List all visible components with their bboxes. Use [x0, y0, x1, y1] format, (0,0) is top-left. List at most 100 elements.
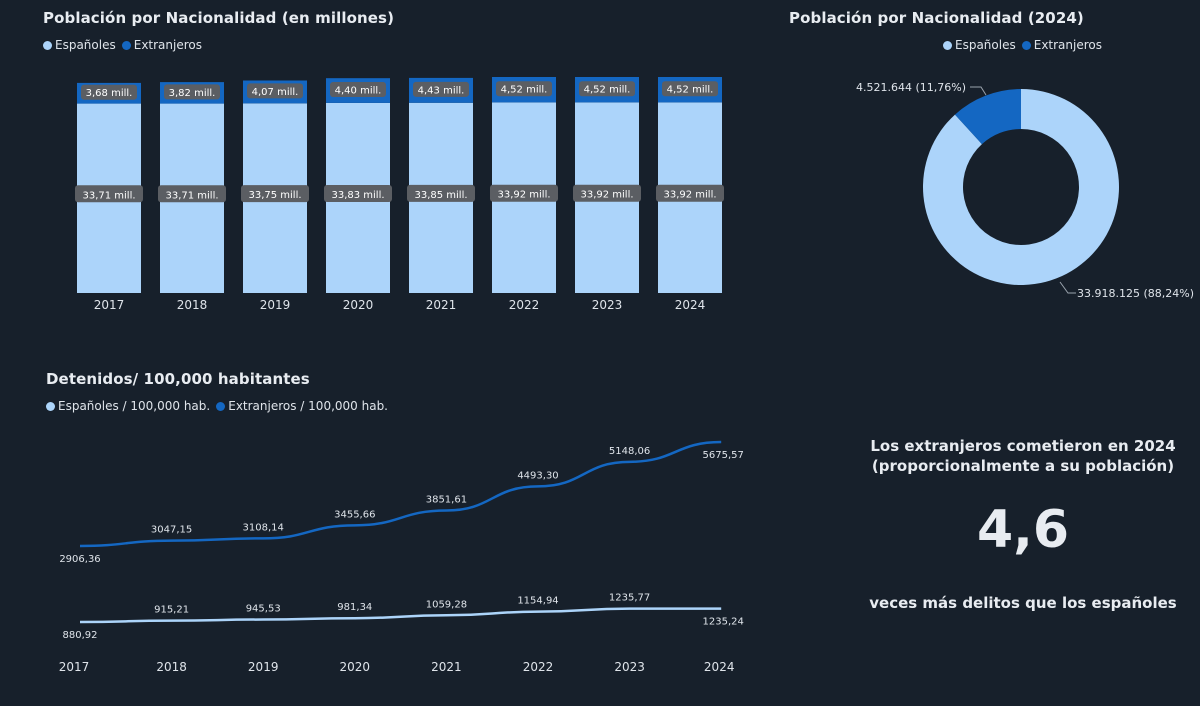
- bar-label-bg-espanoles: [324, 184, 392, 202]
- line-label-espanoles: 1235,24: [703, 617, 744, 628]
- line-label-extranjeros: 3851,61: [426, 494, 467, 505]
- bar-label-extranjeros: 4,52 mill.: [501, 85, 548, 96]
- line-label-espanoles: 1235,77: [609, 593, 650, 604]
- line-label-extranjeros: 5675,57: [703, 450, 744, 461]
- line-x-tick: 2022: [523, 660, 554, 674]
- line-x-tick: 2017: [59, 660, 90, 674]
- bar-chart: 3,68 mill. 33,71 mill. 2017 3,82 mill. 33,71…: [75, 77, 724, 312]
- line-legend-label-extranjeros: Extranjeros / 100,000 hab.: [228, 399, 388, 413]
- bar-label-bg-espanoles: [75, 185, 143, 203]
- bar-label-bg-extranjeros: [81, 84, 137, 100]
- line-label-espanoles: 1154,94: [517, 596, 558, 607]
- line-x-tick: 2020: [340, 660, 371, 674]
- bar-x-tick: 2022: [509, 298, 540, 312]
- bar-label-espanoles: 33,71 mill.: [165, 190, 218, 201]
- bar-label-bg-extranjeros: [247, 83, 303, 99]
- legend-label-extranjeros: Extranjeros: [133, 38, 202, 52]
- legend-dot-extranjeros: [121, 40, 131, 50]
- line-label-espanoles: 880,92: [63, 630, 98, 641]
- line-x-tick: 2024: [704, 660, 735, 674]
- bar-label-extranjeros: 4,52 mill.: [584, 85, 631, 96]
- bar-label-bg-espanoles: [158, 185, 226, 203]
- line-label-extranjeros: 3455,66: [334, 509, 375, 520]
- bar-x-tick: 2017: [94, 298, 125, 312]
- donut-chart-title: Población por Nacionalidad (2024): [789, 9, 1084, 27]
- bar-label-bg-extranjeros: [164, 84, 220, 100]
- donut-leader-extranjeros: [970, 86, 987, 96]
- bar-label-bg-extranjeros: [496, 81, 552, 97]
- callout-title: Los extranjeros cometieron en 2024 (prop…: [850, 436, 1196, 476]
- bar-label-bg-extranjeros: [579, 81, 635, 97]
- line-x-tick: 2023: [614, 660, 645, 674]
- donut-label-extranjeros: 4.521.644 (11,76%): [856, 81, 966, 94]
- line-x-tick: 2021: [431, 660, 462, 674]
- callout-line-2: (proporcionalmente a su población): [871, 457, 1175, 475]
- line-label-extranjeros: 3108,14: [243, 522, 284, 533]
- bar-label-bg-espanoles: [241, 185, 309, 203]
- donut-slice-extranjeros: [954, 89, 1021, 145]
- donut-legend-item-espanoles[interactable]: Españoles: [943, 38, 1016, 52]
- bar-label-extranjeros: 3,68 mill.: [86, 88, 133, 99]
- line-legend-item-extranjeros[interactable]: Extranjeros / 100,000 hab.: [216, 399, 388, 413]
- bar-x-tick: 2024: [675, 298, 706, 312]
- bar-label-espanoles: 33,85 mill.: [414, 190, 467, 201]
- line-label-espanoles: 981,34: [337, 602, 372, 613]
- bar-label-espanoles: 33,75 mill.: [248, 190, 301, 201]
- donut-chart: 4.521.644 (11,76%) 33.918.125 (88,24%): [856, 81, 1194, 300]
- line-legend-dot-extranjeros: [216, 401, 226, 411]
- donut-leader-espanoles: [1059, 281, 1076, 294]
- line-legend-dot-espanoles: [46, 401, 55, 411]
- bar-x-tick: 2018: [177, 298, 208, 312]
- donut-legend-label-extranjeros: Extranjeros: [1033, 38, 1102, 52]
- line-legend-label-espanoles: Españoles / 100,000 hab.: [58, 399, 211, 413]
- bar-label-espanoles: 33,92 mill.: [663, 190, 716, 201]
- line-label-extranjeros: 3047,15: [151, 525, 192, 536]
- line-label-extranjeros: 4493,30: [517, 470, 558, 481]
- line-label-espanoles: 945,53: [246, 604, 281, 615]
- bar-label-espanoles: 33,83 mill.: [331, 190, 384, 201]
- bar-label-bg-extranjeros: [413, 81, 469, 97]
- bar-label-bg-espanoles: [656, 184, 724, 202]
- bar-label-extranjeros: 3,82 mill.: [169, 88, 216, 99]
- donut-legend-dot-extranjeros: [1021, 40, 1031, 50]
- donut-legend-dot-espanoles: [943, 40, 952, 50]
- bar-chart-legend: Españoles Extranjeros: [43, 38, 202, 52]
- donut-slice-espanoles: [923, 89, 1119, 285]
- line-x-tick: 2018: [156, 660, 187, 674]
- bar-label-espanoles: 33,71 mill.: [82, 190, 135, 201]
- bar-label-bg-extranjeros: [330, 82, 386, 98]
- line-label-espanoles: 1059,28: [426, 599, 467, 610]
- legend-item-espanoles[interactable]: Españoles: [43, 38, 116, 52]
- bar-x-tick: 2019: [260, 298, 291, 312]
- bar-label-bg-extranjeros: [662, 81, 718, 97]
- line-label-extranjeros: 2906,36: [59, 554, 100, 565]
- bar-x-tick: 2023: [592, 298, 623, 312]
- bar-label-bg-espanoles: [573, 184, 641, 202]
- callout-footer: veces más delitos que los españoles: [869, 594, 1177, 612]
- donut-label-espanoles: 33.918.125 (88,24%): [1077, 287, 1194, 300]
- donut-legend-item-extranjeros[interactable]: Extranjeros: [1021, 38, 1102, 52]
- callout-line-1: Los extranjeros cometieron en 2024: [870, 437, 1176, 455]
- bar-label-extranjeros: 4,40 mill.: [335, 86, 382, 97]
- donut-legend-label-espanoles: Españoles: [955, 38, 1016, 52]
- bar-label-extranjeros: 4,07 mill.: [252, 87, 299, 98]
- bar-x-tick: 2020: [343, 298, 374, 312]
- bar-label-bg-espanoles: [407, 184, 475, 202]
- line-label-extranjeros: 5148,06: [609, 446, 650, 457]
- legend-label-espanoles: Españoles: [55, 38, 116, 52]
- line-legend-item-espanoles[interactable]: Españoles / 100,000 hab.: [46, 399, 210, 413]
- line-chart-legend: Españoles / 100,000 hab. Extranjeros / 1…: [46, 399, 388, 413]
- legend-item-extranjeros[interactable]: Extranjeros: [121, 38, 202, 52]
- bar-label-espanoles: 33,92 mill.: [497, 190, 550, 201]
- donut-chart-legend: Españoles Extranjeros: [943, 38, 1102, 52]
- line-label-espanoles: 915,21: [154, 605, 189, 616]
- line-chart-title: Detenidos/ 100,000 habitantes: [46, 370, 310, 388]
- bar-label-espanoles: 33,92 mill.: [580, 190, 633, 201]
- line-series-extranjeros: [79, 440, 722, 548]
- line-x-tick: 2019: [248, 660, 279, 674]
- line-series-espanoles: [79, 607, 722, 624]
- bar-label-bg-espanoles: [490, 184, 558, 202]
- bar-chart-title: Población por Nacionalidad (en millones): [43, 9, 395, 27]
- callout-value: 4,6: [976, 500, 1070, 560]
- bar-label-extranjeros: 4,52 mill.: [667, 85, 714, 96]
